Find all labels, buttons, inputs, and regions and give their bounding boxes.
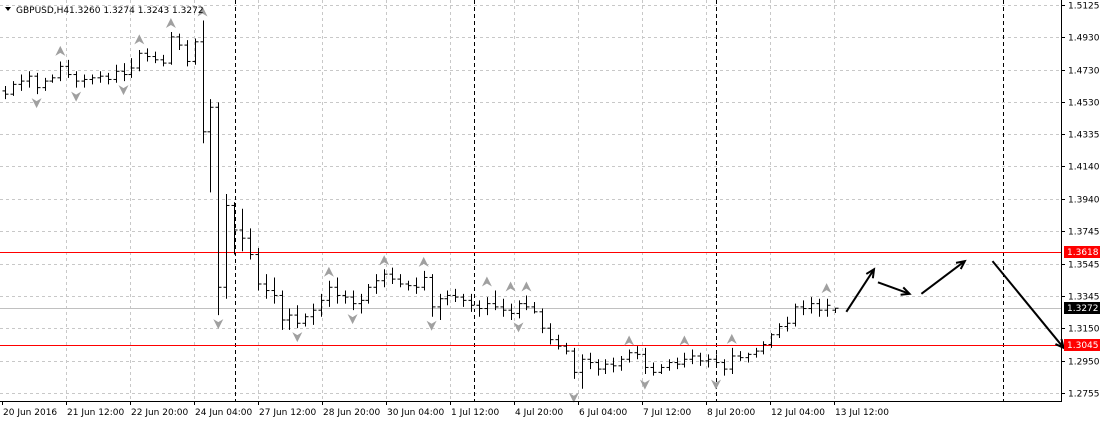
level-price-label-bg	[1064, 246, 1100, 258]
y-tick-label: 1.4335	[1068, 131, 1100, 141]
fractal-down-icon	[347, 314, 358, 325]
x-tick-label: 22 Jun 20:00	[131, 408, 188, 418]
fractal-down-icon	[639, 379, 650, 390]
forecast-arrow-head-icon	[1055, 338, 1066, 350]
level-price-label-bg	[1064, 339, 1100, 351]
fractal-down-icon	[118, 85, 129, 96]
price-bars	[2, 20, 839, 389]
forecast-arrow-head-icon	[900, 286, 912, 296]
x-axis: 20 Jun 2016 21 Jun 12:00 22 Jun 20:00 24 Ju…	[2, 401, 889, 418]
fractal-down-icon	[213, 319, 224, 330]
x-tick-label: 21 Jun 12:00	[67, 408, 124, 418]
fractal-up-icon	[679, 335, 690, 346]
y-tick-label: 1.3150	[1068, 325, 1100, 335]
fractals	[31, 6, 832, 403]
y-axis: 1.5125 1.4930 1.4730 1.4530 1.4335 1.4140 1.39…	[1061, 2, 1100, 400]
x-tick-label: 6 Jul 04:00	[579, 408, 628, 418]
forecast-arrow-line	[991, 260, 1065, 349]
x-tick-label: 30 Jun 04:00	[387, 408, 444, 418]
x-tick-label: 27 Jun 12:00	[259, 408, 316, 418]
fractal-down-icon	[71, 91, 82, 102]
fractal-up-icon	[624, 335, 635, 346]
x-tick-label: 4 Jul 20:00	[515, 408, 564, 418]
ohlc-readout: 1.3260 1.3274 1.3243 1.3272	[69, 6, 204, 16]
x-tick-label: 24 Jun 04:00	[195, 408, 252, 418]
fractal-down-icon	[568, 392, 579, 403]
forecast-arrow-head-icon	[865, 267, 876, 279]
fractal-down-icon	[31, 98, 42, 109]
x-tick-label: 20 Jun 2016	[3, 408, 57, 418]
y-tick-label: 1.3940	[1068, 196, 1100, 206]
grid	[0, 0, 1061, 401]
y-tick-label: 1.2755	[1068, 390, 1100, 400]
price-labels: 1.3618 1.3045 1.3272	[1064, 246, 1100, 351]
fractal-down-icon	[711, 379, 721, 390]
forecast-arrow-line	[920, 260, 966, 295]
x-tick-label: 12 Jul 04:00	[771, 408, 825, 418]
fractal-down-icon	[426, 320, 437, 331]
x-tick-label: 28 Jun 20:00	[323, 408, 380, 418]
forecast-arrow-head-icon	[955, 259, 967, 270]
forecast-arrow-line	[845, 268, 875, 313]
fractal-up-icon	[379, 255, 390, 266]
level-price-label: 1.3045	[1067, 341, 1099, 351]
fractal-up-icon	[418, 256, 429, 267]
fractal-up-icon	[821, 283, 832, 294]
x-tick-label: 7 Jul 12:00	[643, 408, 692, 418]
fractal-up-icon	[165, 18, 176, 28]
fractal-down-icon	[513, 322, 524, 333]
fractal-up-icon	[481, 276, 492, 287]
chart-header: GBPUSD,H4 1.3260 1.3274 1.3243 1.3272	[5, 6, 204, 16]
current-price-label: 1.3272	[1067, 304, 1099, 314]
current-price-label-bg	[1064, 302, 1100, 314]
symbol-label: GBPUSD,H4	[16, 6, 69, 16]
x-tick-label: 8 Jul 20:00	[707, 408, 756, 418]
forecast-arrow-line	[877, 281, 910, 295]
x-tick-label: 13 Jul 12:00	[835, 408, 889, 418]
levels	[0, 252, 1061, 346]
fractal-up-icon	[726, 333, 737, 344]
level-price-label: 1.3618	[1067, 248, 1099, 258]
dropdown-triangle-icon[interactable]	[5, 7, 11, 11]
y-tick-label: 1.4730	[1068, 67, 1100, 77]
y-tick-label: 1.5125	[1068, 2, 1100, 12]
y-tick-label: 1.2950	[1068, 358, 1100, 368]
fractal-up-icon	[505, 281, 516, 292]
y-tick-label: 1.4530	[1068, 99, 1100, 109]
forecast-arrows	[845, 259, 1066, 350]
y-tick-label: 1.3345	[1068, 293, 1100, 303]
fractal-up-icon	[197, 6, 208, 17]
fractal-up-icon	[521, 281, 532, 292]
y-tick-label: 1.4140	[1068, 163, 1100, 173]
fractal-up-icon	[55, 45, 66, 56]
y-tick-label: 1.3545	[1068, 261, 1100, 271]
fractal-up-icon	[134, 34, 145, 45]
y-tick-label: 1.3745	[1068, 228, 1100, 238]
fractal-down-icon	[292, 332, 303, 343]
x-tick-label: 1 Jul 12:00	[451, 408, 500, 418]
fractal-up-icon	[323, 266, 334, 277]
y-tick-label: 1.4930	[1068, 34, 1100, 44]
